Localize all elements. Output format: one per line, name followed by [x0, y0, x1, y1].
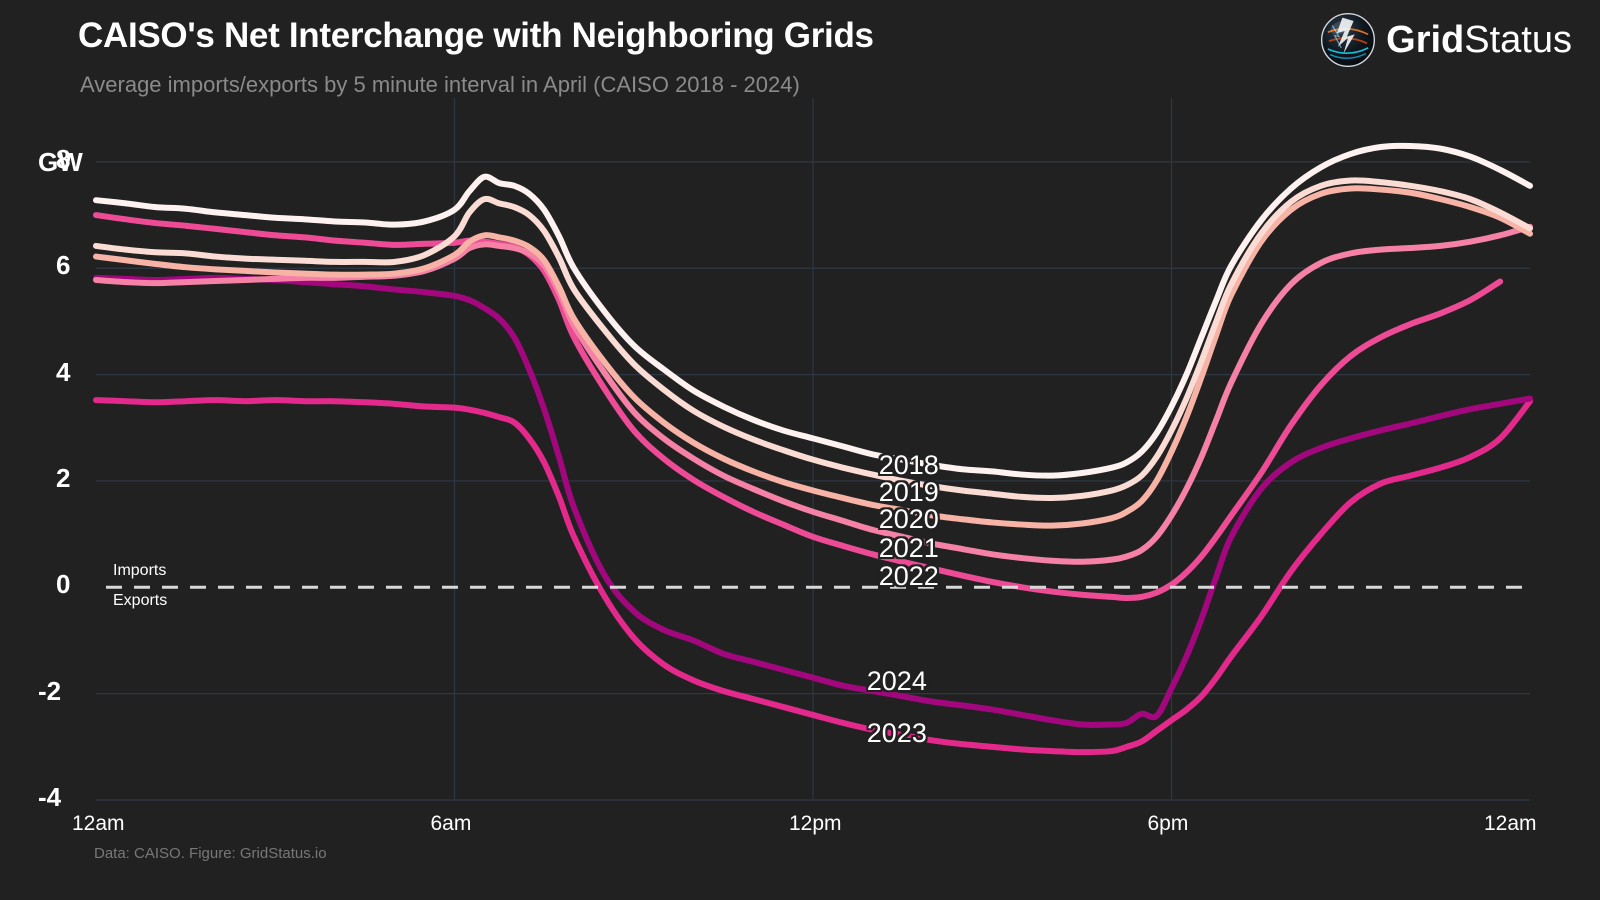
gridstatus-wordmark: GridStatus — [1386, 21, 1572, 59]
series-label-2020: 2020 — [878, 504, 939, 535]
x-tick-12am: 12am — [1484, 812, 1537, 835]
logo-text-status: Status — [1464, 19, 1572, 61]
y-tick--2: -2 — [38, 675, 62, 706]
series-line-2019 — [93, 177, 1533, 502]
y-tick-6: 6 — [56, 250, 71, 281]
series-line-2024 — [93, 274, 1533, 728]
gridstatus-logo: GridStatus — [1320, 12, 1572, 68]
imports-annotation: Imports — [113, 562, 167, 579]
gridstatus-globe-icon — [1321, 12, 1376, 68]
series-line-2023 — [93, 397, 1533, 756]
x-tick-12pm: 12pm — [789, 812, 842, 835]
x-tick-6am: 6am — [430, 812, 472, 835]
series-line-2020 — [93, 185, 1533, 529]
y-tick-2: 2 — [56, 462, 71, 493]
series-label-2019: 2019 — [878, 476, 939, 507]
page-title: CAISO's Net Interchange with Neighboring… — [78, 16, 874, 55]
series-label-2024: 2024 — [866, 666, 927, 697]
series-label-2018: 2018 — [878, 449, 939, 480]
x-tick-12am: 12am — [72, 812, 125, 835]
y-tick-4: 4 — [56, 356, 71, 387]
series-label-2023: 2023 — [866, 718, 927, 749]
y-tick-0: 0 — [56, 569, 71, 600]
series-label-2022: 2022 — [878, 560, 939, 591]
exports-annotation: Exports — [113, 592, 168, 609]
page-subtitle: Average imports/exports by 5 minute inte… — [80, 72, 800, 97]
y-tick--4: -4 — [38, 782, 62, 812]
series-line-2018 — [93, 142, 1533, 479]
chart-credit: Data: CAISO. Figure: GridStatus.io — [94, 845, 327, 862]
logo-text-grid: Grid — [1386, 19, 1465, 61]
y-tick-8: 8 — [56, 143, 71, 174]
y-axis-unit-label: GW — [38, 147, 83, 177]
series-label-2021: 2021 — [878, 533, 939, 564]
series-line-2022 — [93, 212, 1504, 601]
x-tick-6pm: 6pm — [1147, 812, 1189, 835]
